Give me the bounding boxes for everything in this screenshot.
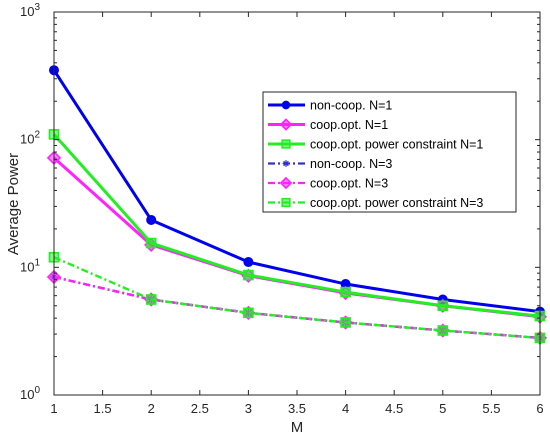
x-tick-label: 6 <box>536 401 543 416</box>
data-point <box>437 325 449 336</box>
legend-entry: coop.opt. power constraint N=1 <box>268 138 483 152</box>
x-tick-label: 4 <box>342 401 349 416</box>
x-tick-label: 2.5 <box>191 401 209 416</box>
legend-label: coop.opt. N=1 <box>310 118 388 132</box>
data-point <box>145 237 157 249</box>
data-point <box>243 307 254 319</box>
y-tick-label: 103 <box>20 2 40 19</box>
series-line <box>52 133 541 318</box>
y-tick-label: 102 <box>20 130 40 147</box>
x-tick-label: 3.5 <box>288 401 306 416</box>
series-line <box>52 69 541 314</box>
legend: non-coop. N=1 coop.opt. N=1 coop.opt. powe… <box>262 91 517 213</box>
legend-label: coop.opt. power constraint N=3 <box>310 196 483 210</box>
legend-marker <box>279 176 293 190</box>
y-tick-label: 100 <box>20 385 40 402</box>
chart-marks <box>46 65 548 346</box>
x-tick-label: 1.5 <box>94 401 112 416</box>
legend-entry: non-coop. N=3 <box>268 157 392 171</box>
data-point <box>146 214 157 225</box>
x-tick-label: 5 <box>439 401 446 416</box>
legend-label: non-coop. N=1 <box>310 99 392 113</box>
axis-ticks: 1 1.5 2 2.5 3 3.5 4 4.5 5 5.5 6 100 101 102 103 <box>20 2 544 416</box>
y-axis-title: Average Power <box>5 153 22 255</box>
data-point <box>243 257 254 268</box>
x-tick-label: 2 <box>148 401 155 416</box>
legend-marker <box>282 160 290 167</box>
legend-marker <box>281 100 291 110</box>
legend-marker <box>281 139 291 149</box>
x-tick-label: 3 <box>245 401 252 416</box>
legend-entry: coop.opt. power constraint N=3 <box>268 196 483 210</box>
series-line <box>53 256 541 340</box>
data-point <box>145 294 157 305</box>
x-tick-label: 1 <box>50 401 57 416</box>
data-point <box>340 317 351 328</box>
x-tick-label: 4.5 <box>385 401 403 416</box>
y-tick-label: 101 <box>20 257 40 274</box>
x-axis-title: M <box>291 419 304 436</box>
legend-entry: coop.opt. N=3 <box>268 177 388 191</box>
legend-entry: non-coop. N=1 <box>268 99 392 113</box>
legend-label: non-coop. N=3 <box>310 157 392 171</box>
data-point <box>243 269 254 281</box>
legend-label: coop.opt. power constraint N=1 <box>310 138 483 152</box>
data-point <box>340 286 351 298</box>
legend-label: coop.opt. N=3 <box>310 177 388 191</box>
data-point <box>437 300 449 312</box>
legend-marker <box>281 197 291 208</box>
legend-marker <box>279 118 293 131</box>
legend-entry: coop.opt. N=1 <box>268 118 388 132</box>
legend-box <box>262 91 517 213</box>
x-tick-label: 5.5 <box>482 401 500 416</box>
